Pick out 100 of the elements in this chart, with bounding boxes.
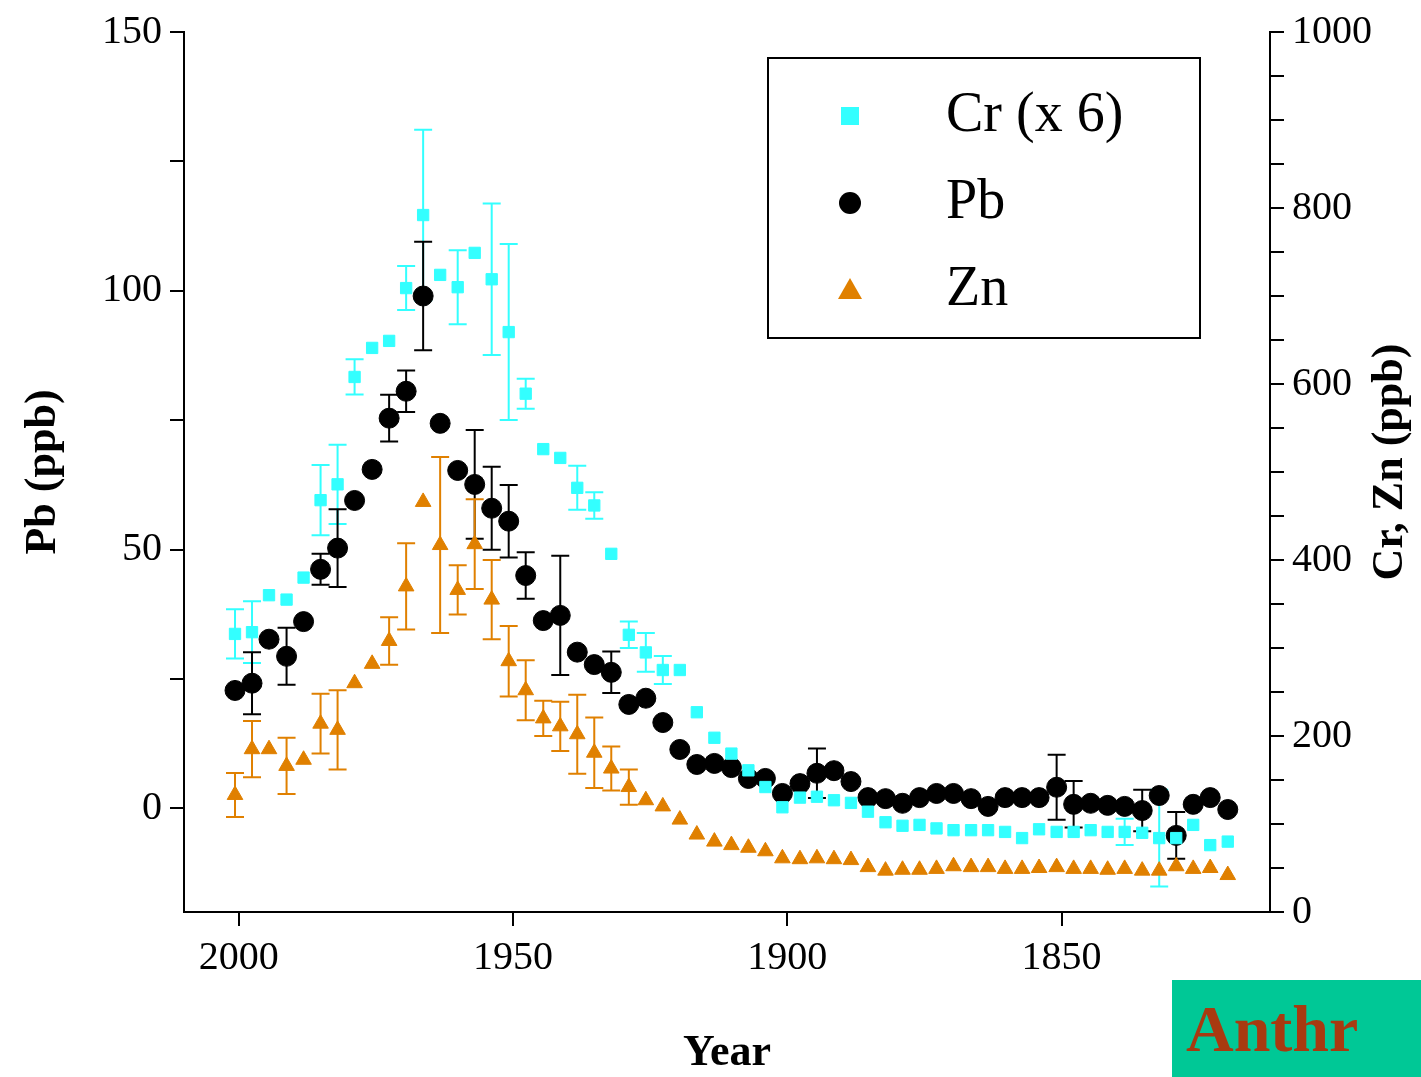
point xyxy=(994,787,1016,809)
point xyxy=(262,589,276,602)
x-tick-label: 1850 xyxy=(1021,932,1102,978)
point xyxy=(416,208,430,222)
point xyxy=(1187,818,1200,832)
point xyxy=(382,334,396,348)
point xyxy=(429,412,451,434)
point xyxy=(329,720,346,735)
y2-tick-label: 800 xyxy=(1292,182,1352,228)
point xyxy=(708,731,721,744)
point xyxy=(725,747,738,760)
y-tick-label: 0 xyxy=(142,782,162,828)
point xyxy=(278,756,295,771)
point xyxy=(1050,825,1063,839)
point xyxy=(327,537,349,559)
point xyxy=(671,810,689,825)
point xyxy=(1114,795,1136,817)
y-tick-label: 100 xyxy=(102,265,162,311)
point xyxy=(1032,823,1046,836)
point xyxy=(1133,861,1151,876)
x-tick-label: 1900 xyxy=(747,932,828,978)
point xyxy=(280,593,293,606)
point xyxy=(690,706,703,719)
point xyxy=(241,672,263,694)
point xyxy=(840,771,862,793)
point xyxy=(549,604,571,626)
point xyxy=(226,785,244,800)
point xyxy=(1136,826,1149,839)
point xyxy=(827,794,841,807)
point xyxy=(602,759,620,774)
point xyxy=(498,510,520,532)
point xyxy=(348,370,361,384)
point xyxy=(1067,825,1080,839)
point xyxy=(806,762,828,784)
point xyxy=(568,724,586,740)
y2-tick-label: 1000 xyxy=(1292,6,1372,52)
point xyxy=(669,738,691,760)
point xyxy=(877,861,894,876)
x-tick-label: 1950 xyxy=(473,932,554,978)
point xyxy=(585,743,603,758)
text: Anthr xyxy=(1172,980,1421,1077)
point xyxy=(481,497,503,519)
point xyxy=(293,611,315,633)
point xyxy=(1028,787,1050,809)
point xyxy=(1101,825,1114,839)
point xyxy=(706,832,723,847)
point xyxy=(842,850,860,866)
point xyxy=(875,788,897,810)
point xyxy=(431,535,449,551)
y2-axis-title: Cr, Zn (ppb) xyxy=(1363,343,1413,581)
point xyxy=(260,739,278,755)
point xyxy=(414,492,432,507)
point xyxy=(551,716,569,732)
point xyxy=(771,782,793,804)
point xyxy=(825,849,843,865)
point xyxy=(1011,787,1033,809)
y2-tick-label: 200 xyxy=(1292,710,1352,756)
point xyxy=(964,824,978,837)
point xyxy=(344,489,366,511)
point xyxy=(361,458,383,480)
point xyxy=(276,645,298,667)
point xyxy=(654,796,672,812)
point xyxy=(742,764,755,777)
point xyxy=(960,788,982,810)
point xyxy=(618,693,640,715)
point xyxy=(312,714,329,729)
x-tick-label: 2000 xyxy=(198,932,279,978)
point xyxy=(399,281,413,295)
point xyxy=(635,687,657,709)
point xyxy=(688,825,706,840)
point xyxy=(245,626,259,639)
legend-label: Pb xyxy=(946,167,1006,230)
point xyxy=(1167,856,1185,872)
point xyxy=(637,790,655,806)
point xyxy=(412,285,434,307)
point xyxy=(517,680,534,696)
point xyxy=(996,859,1014,874)
point xyxy=(365,341,379,355)
point xyxy=(740,838,757,853)
point xyxy=(913,818,926,832)
point xyxy=(466,534,483,550)
point xyxy=(810,790,824,803)
y2-tick-label: 0 xyxy=(1292,886,1312,932)
y2-tick-label: 600 xyxy=(1292,358,1352,404)
point xyxy=(378,407,400,429)
point xyxy=(1118,825,1131,839)
point xyxy=(1131,800,1153,822)
point xyxy=(331,478,344,491)
point xyxy=(879,816,892,829)
point xyxy=(1199,787,1221,809)
point xyxy=(1201,858,1219,873)
point xyxy=(532,610,554,632)
y2-tick-label: 400 xyxy=(1292,534,1352,580)
point xyxy=(297,571,310,584)
point xyxy=(395,380,417,402)
point xyxy=(1116,859,1133,874)
point xyxy=(673,663,686,677)
point xyxy=(1048,857,1065,873)
point xyxy=(258,628,280,650)
point xyxy=(823,760,845,782)
